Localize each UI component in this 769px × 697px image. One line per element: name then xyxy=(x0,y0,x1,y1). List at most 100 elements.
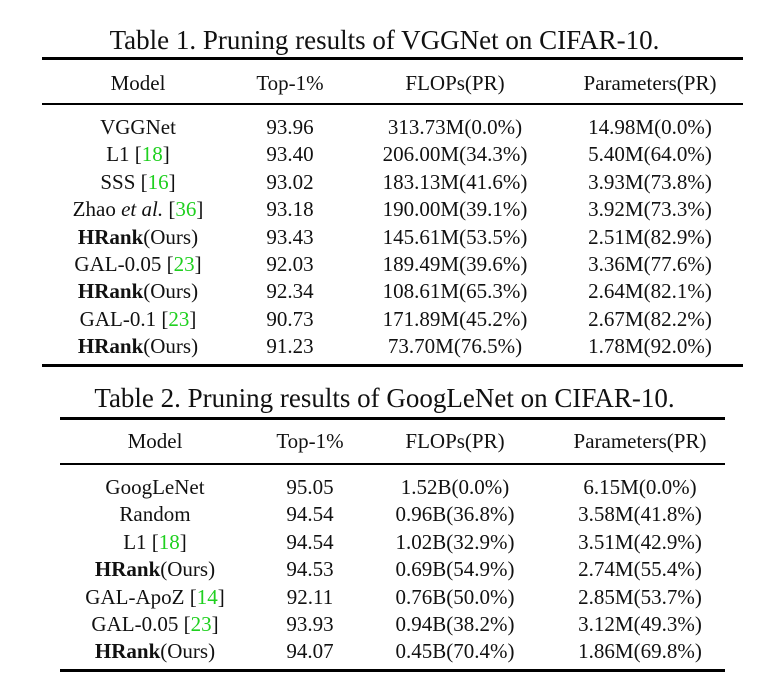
model-name: HRank(Ours) xyxy=(78,278,198,304)
model-name: HRank(Ours) xyxy=(78,224,198,250)
table-caption: Table 1. Pruning results of VGGNet on CI… xyxy=(109,25,660,55)
cell-flops: 189.49M(39.6%) xyxy=(382,252,528,276)
citation-link[interactable]: 18 xyxy=(141,142,163,167)
citation-link[interactable]: 23 xyxy=(173,252,195,276)
model-name: Zhao et al. [36] xyxy=(72,197,204,222)
model-name-text: VGGNet xyxy=(100,115,176,139)
model-name-text: (Ours) xyxy=(143,279,199,304)
cell-flops: 145.61M(53.5%) xyxy=(382,224,528,249)
model-name: GAL-0.1 [23] xyxy=(79,306,197,331)
cell-top1: 93.93 xyxy=(286,612,334,636)
model-name: HRank(Ours) xyxy=(95,556,215,582)
model-name-bold: HRank xyxy=(94,639,161,664)
cell-top1: 91.23 xyxy=(266,334,314,359)
cell-flops: 0.96B(36.8%) xyxy=(395,502,515,527)
cell-params: 3.51M(42.9%) xyxy=(578,529,702,554)
cell-flops: 183.13M(41.6%) xyxy=(382,169,528,194)
cell-top1: 94.54 xyxy=(286,529,334,554)
cell-params: 2.85M(53.7%) xyxy=(578,584,702,609)
column-header: FLOPs(PR) xyxy=(405,429,505,453)
cell-top1: 90.73 xyxy=(266,306,314,331)
column-header: Parameters(PR) xyxy=(583,71,717,95)
cell-top1: 92.34 xyxy=(266,279,314,304)
cell-params: 6.15M(0.0%) xyxy=(583,475,697,499)
mid-rule xyxy=(42,103,743,105)
citation-link[interactable]: 36 xyxy=(175,197,197,222)
model-name-text: GAL-ApoZ xyxy=(85,584,190,609)
model-name-bold: HRank xyxy=(77,334,144,359)
cell-params: 3.92M(73.3%) xyxy=(588,197,712,222)
model-name: L1 [18] xyxy=(106,142,170,167)
model-name: VGGNet xyxy=(100,114,176,140)
cell-flops: 0.45B(70.4%) xyxy=(395,639,515,664)
citation-link[interactable]: 18 xyxy=(158,529,180,554)
cell-params: 2.67M(82.2%) xyxy=(588,306,712,331)
cell-params: 2.74M(55.4%) xyxy=(578,557,702,582)
model-name: HRank(Ours) xyxy=(78,333,198,359)
column-header: Top-1% xyxy=(256,71,324,95)
column-header: Model xyxy=(110,71,166,95)
model-name-bold: HRank xyxy=(77,224,144,249)
model-name: L1 [18] xyxy=(123,529,187,554)
cell-params: 14.98M(0.0%) xyxy=(588,115,712,139)
model-name-text: (Ours) xyxy=(143,334,199,359)
model-name-text: GAL-0.05 xyxy=(74,252,167,276)
cell-flops: 0.94B(38.2%) xyxy=(395,612,515,636)
cell-top1: 94.07 xyxy=(286,639,334,664)
citation-link[interactable]: 16 xyxy=(147,169,169,194)
model-name-text: (Ours) xyxy=(143,224,199,249)
cell-params: 2.51M(82.9%) xyxy=(588,224,712,249)
citation-link[interactable]: 14 xyxy=(196,584,218,609)
cell-top1: 93.02 xyxy=(266,169,314,194)
cell-flops: 1.02B(32.9%) xyxy=(395,529,515,554)
cell-flops: 206.00M(34.3%) xyxy=(382,142,528,167)
model-name-italic: et al. xyxy=(121,197,164,222)
model-name-text: GoogLeNet xyxy=(105,475,205,499)
cell-params: 5.40M(64.0%) xyxy=(588,142,712,167)
cell-params: 1.86M(69.8%) xyxy=(578,639,702,664)
model-name-text: (Ours) xyxy=(160,639,216,664)
model-name-text: (Ours) xyxy=(160,557,216,582)
model-name-text: GAL-0.05 xyxy=(91,612,184,636)
cell-flops: 1.52B(0.0%) xyxy=(400,475,510,499)
cell-flops: 0.76B(50.0%) xyxy=(395,584,515,609)
model-name-text: Random xyxy=(119,502,191,527)
model-name-text: L1 xyxy=(123,529,152,554)
model-name-text: GAL-0.1 xyxy=(79,306,162,331)
mid-rule xyxy=(60,463,725,465)
cell-top1: 93.96 xyxy=(266,115,314,139)
cell-top1: 95.05 xyxy=(286,475,334,499)
cell-flops: 171.89M(45.2%) xyxy=(382,306,528,331)
cell-params: 3.36M(77.6%) xyxy=(588,252,712,276)
model-name: GAL-0.05 [23] xyxy=(74,252,202,276)
cell-flops: 73.70M(76.5%) xyxy=(387,334,523,359)
citation-link[interactable]: 23 xyxy=(168,306,190,331)
model-name: GAL-0.05 [23] xyxy=(91,612,219,636)
cell-params: 3.93M(73.8%) xyxy=(588,169,712,194)
model-name: GoogLeNet xyxy=(105,474,204,500)
model-name: HRank(Ours) xyxy=(95,638,215,664)
citation-link[interactable]: 23 xyxy=(190,612,212,636)
model-name: Random xyxy=(119,501,190,527)
column-header: Parameters(PR) xyxy=(573,429,707,453)
bottom-rule xyxy=(42,364,743,367)
cell-flops: 108.61M(65.3%) xyxy=(382,279,528,304)
cell-flops: 190.00M(39.1%) xyxy=(382,197,528,222)
cell-top1: 93.40 xyxy=(266,142,314,167)
column-header: FLOPs(PR) xyxy=(405,71,505,95)
cell-top1: 94.53 xyxy=(286,557,334,582)
model-name: GAL-ApoZ [14] xyxy=(85,584,225,609)
top-rule xyxy=(42,57,743,60)
bottom-rule xyxy=(60,669,725,672)
model-name-bold: HRank xyxy=(94,557,161,582)
model-name: SSS [16] xyxy=(100,169,176,194)
cell-top1: 92.11 xyxy=(286,584,334,609)
top-rule xyxy=(60,417,725,420)
cell-params: 2.64M(82.1%) xyxy=(588,279,712,304)
model-name-bold: HRank xyxy=(77,279,144,304)
cell-params: 3.58M(41.8%) xyxy=(578,502,702,527)
column-header: Top-1% xyxy=(276,429,344,453)
cell-flops: 313.73M(0.0%) xyxy=(387,115,523,139)
cell-top1: 94.54 xyxy=(286,502,334,527)
cell-flops: 0.69B(54.9%) xyxy=(395,557,515,582)
